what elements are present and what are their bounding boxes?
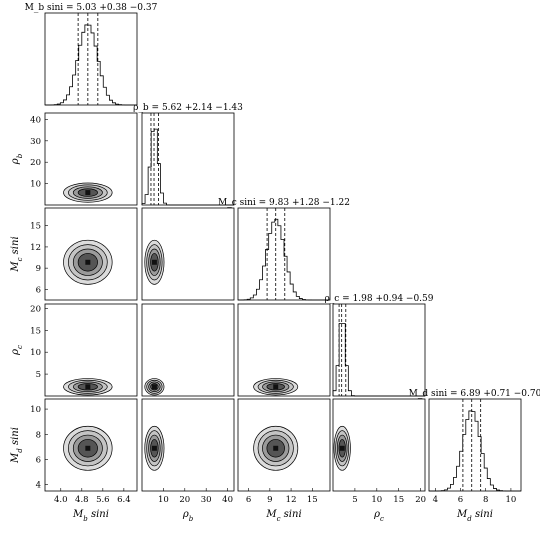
panel-frame	[237, 398, 331, 492]
panel-title-Md: M_d sini = 6.89 +0.71 −0.70	[409, 389, 540, 399]
histogram-panel-Md: M_d sini = 6.89 +0.71 −0.70 4 6 8 10 Md sini	[409, 389, 540, 523]
y-tick-label: 15	[30, 326, 41, 336]
panel-frame	[141, 207, 235, 301]
contour-peak	[85, 259, 91, 265]
contour-peak	[151, 384, 157, 390]
y-tick-label: 10	[30, 348, 41, 358]
contour-panel-rhob-vs-rhoc	[141, 303, 235, 397]
y-axis-label-Md: Md sini	[10, 427, 24, 464]
y-tick-label: 10	[30, 405, 41, 415]
y-tick-label: 10	[30, 180, 41, 190]
contour-peak	[85, 445, 91, 451]
contour-peak	[151, 445, 157, 451]
panel-frame	[237, 207, 331, 301]
panel-title-rhob: ρ_b = 5.62 +2.14 −1.43	[133, 103, 243, 113]
panel-frame	[44, 112, 138, 206]
x-tick-label: 10	[506, 495, 517, 505]
y-axis-label-rhob: ρb	[10, 153, 24, 165]
contour-panel-Mb-vs-rhob: 10 20 30 40 ρb	[10, 112, 138, 206]
panel-title-Mc: M_c sini = 9.83 +1.28 −1.22	[218, 198, 350, 208]
x-tick-label: 12	[286, 495, 297, 505]
x-tick-label: 6	[246, 495, 251, 505]
x-tick-label: 4.0	[54, 495, 68, 505]
x-tick-label: 6	[458, 495, 463, 505]
contour-peak	[339, 445, 345, 451]
histogram-panel-Mb: M_b sini = 5.03 +0.38 −0.37	[25, 3, 158, 106]
contour-peak	[85, 384, 91, 390]
x-tick-label: 5	[352, 495, 357, 505]
x-tick-label: 20	[415, 495, 426, 505]
panel-frame	[237, 303, 331, 397]
panel-title-rhoc: ρ_c = 1.98 +0.94 −0.59	[324, 294, 433, 304]
y-tick-label: 12	[30, 243, 41, 253]
x-tick-label: 10	[158, 495, 169, 505]
y-tick-label: 8	[36, 430, 41, 440]
panel-frame	[141, 398, 235, 492]
x-tick-label: 4	[433, 495, 438, 505]
x-tick-label: 4.8	[75, 495, 89, 505]
contour-peak	[85, 190, 91, 196]
contour-panel-Mc-vs-rhoc	[237, 303, 331, 397]
panel-frame	[141, 112, 235, 206]
panel-frame	[44, 207, 138, 301]
x-axis-label-rhoc: ρc	[373, 509, 384, 523]
x-tick-label: 10	[371, 495, 382, 505]
panel-frame	[44, 12, 138, 106]
y-axis-label-rhoc: ρc	[10, 345, 24, 356]
panel-frame	[428, 398, 522, 492]
contour-panel-rhob-vs-Md: 10 20 30 40 ρb	[141, 398, 235, 523]
y-tick-label: 40	[30, 115, 41, 125]
y-tick-label: 6	[36, 285, 41, 295]
y-tick-label: 30	[30, 137, 41, 147]
x-axis-label-Mb: Mb sini	[72, 509, 109, 523]
y-tick-label: 9	[36, 264, 41, 274]
y-tick-label: 20	[30, 158, 41, 168]
x-tick-label: 5.6	[96, 495, 110, 505]
histogram-Mc	[237, 218, 330, 301]
contour-panel-rhob-vs-Mc	[141, 207, 235, 301]
y-tick-label: 20	[30, 304, 41, 314]
contour-panel-Mb-vs-Md: 4.0 4.8 5.6 6.4 Mb sini 4 6 8 10 Md sini	[10, 398, 138, 523]
panel-frame	[332, 398, 426, 492]
x-tick-label: 40	[222, 495, 233, 505]
y-tick-label: 4	[36, 481, 41, 491]
x-tick-label: 30	[201, 495, 212, 505]
panel-frame	[141, 303, 235, 397]
contour-panel-Mb-vs-Mc: 6 9 12 15 Mc sini	[10, 207, 138, 301]
x-tick-label: 20	[179, 495, 190, 505]
histogram-Mb	[44, 24, 138, 106]
histogram-panel-rhob: ρ_b = 5.62 +2.14 −1.43	[133, 103, 243, 206]
contour-panel-Mb-vs-rhoc: 5 10 15 20 ρc	[10, 303, 138, 397]
y-tick-label: 15	[30, 222, 41, 232]
x-tick-label: 9	[267, 495, 272, 505]
panel-title-Mb: M_b sini = 5.03 +0.38 −0.37	[25, 3, 158, 13]
contour-peak	[273, 445, 279, 451]
contour-panel-rhoc-vs-Md: 5 10 15 20 ρc	[332, 398, 426, 523]
histogram-panel-rhoc: ρ_c = 1.98 +0.94 −0.59	[324, 294, 434, 397]
x-tick-label: 15	[393, 495, 404, 505]
x-tick-label: 15	[307, 495, 318, 505]
x-tick-label: 8	[483, 495, 488, 505]
histogram-rhoc	[332, 322, 425, 397]
y-tick-label: 6	[36, 455, 41, 465]
contour-peak	[151, 259, 157, 265]
histogram-rhob	[141, 128, 234, 206]
contour-peak	[273, 384, 279, 390]
panel-frame	[332, 303, 426, 397]
x-axis-label-Md: Md sini	[456, 509, 493, 523]
x-axis-label-Mc: Mc sini	[265, 509, 301, 523]
y-tick-label: 5	[36, 370, 41, 380]
histogram-Md	[428, 410, 521, 492]
panel-frame	[44, 398, 138, 492]
histogram-panel-Mc: M_c sini = 9.83 +1.28 −1.22	[218, 198, 350, 301]
y-axis-label-Mc: Mc sini	[10, 236, 24, 272]
x-tick-label: 6.4	[117, 495, 131, 505]
x-axis-label-rhob: ρb	[182, 509, 194, 523]
contour-panel-Mc-vs-Md: 6 9 12 15 Mc sini	[237, 398, 331, 523]
panel-frame	[44, 303, 138, 397]
